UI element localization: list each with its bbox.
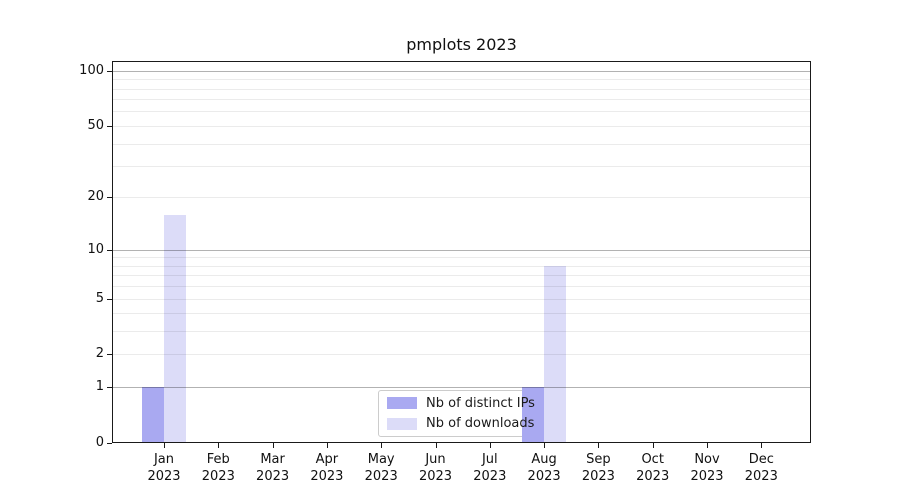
- y-axis-tick-label: 0: [95, 435, 104, 450]
- bars-layer: [112, 61, 811, 443]
- legend-swatch-icon: [387, 417, 417, 430]
- y-axis-tick-label: 1: [95, 379, 104, 395]
- y-axis-tick-label: 5: [95, 290, 104, 306]
- gridline-minor: [112, 331, 811, 333]
- y-axis-tick-label: 20: [87, 189, 104, 205]
- x-axis-tick-label: Feb 2023: [201, 452, 235, 484]
- gridline-minor: [112, 313, 811, 315]
- x-tick-mark: [598, 443, 600, 448]
- gridline-major: [112, 70, 811, 72]
- gridline-major: [112, 387, 811, 389]
- x-tick-mark: [164, 443, 165, 448]
- x-axis-tick-label: Jul 2023: [473, 452, 507, 484]
- gridline-minor: [112, 111, 811, 113]
- x-axis-tick-label: Apr 2023: [310, 452, 344, 484]
- chart-title: pmplots 2023: [406, 35, 517, 54]
- y-tick-mark: [107, 298, 112, 300]
- x-axis-tick-label: Nov 2023: [690, 452, 724, 484]
- gridline-minor: [112, 197, 811, 199]
- y-tick-mark: [107, 387, 112, 389]
- x-axis-tick-label: Aug 2023: [527, 452, 561, 484]
- legend-swatch-icon: [387, 397, 417, 410]
- gridline-minor: [112, 257, 811, 259]
- x-tick-mark: [272, 443, 274, 448]
- gridline-minor: [112, 354, 811, 356]
- legend-label: Nb of downloads: [426, 416, 535, 432]
- gridline-minor: [112, 125, 811, 127]
- x-tick-mark: [707, 443, 708, 448]
- x-tick-mark: [544, 443, 546, 448]
- legend: Nb of distinct IPs Nb of downloads: [378, 390, 545, 437]
- x-axis-tick-label: Jun 2023: [418, 452, 453, 484]
- y-tick-mark: [107, 354, 112, 356]
- gridline-minor: [112, 88, 811, 90]
- x-tick-mark: [381, 443, 383, 448]
- x-axis-tick-label: Sep 2023: [581, 452, 615, 484]
- y-tick-mark: [107, 70, 112, 72]
- x-tick-mark: [489, 443, 491, 448]
- y-axis-tick-label: 50: [87, 117, 104, 133]
- plot-area: Nb of distinct IPs Nb of downloads: [112, 61, 811, 443]
- legend-label: Nb of distinct IPs: [426, 395, 535, 411]
- y-tick-mark: [107, 125, 112, 127]
- x-tick-mark: [435, 443, 437, 448]
- legend-item: Nb of downloads: [387, 416, 545, 431]
- y-tick-mark: [107, 197, 112, 199]
- y-tick-mark: [107, 249, 112, 251]
- bar-distinct-ips: [142, 387, 164, 442]
- x-axis-tick-label: Jan 2023: [147, 452, 181, 484]
- bar-distinct-ips: [522, 387, 545, 442]
- y-axis-tick-label: 100: [79, 62, 104, 78]
- gridline-minor: [112, 99, 811, 101]
- gridline-minor: [112, 166, 811, 167]
- x-tick-mark: [326, 443, 328, 448]
- x-tick-mark: [761, 443, 763, 448]
- gridline-minor: [112, 265, 811, 267]
- gridline-minor: [112, 79, 811, 81]
- y-axis-tick-label: 10: [87, 241, 104, 257]
- legend-item: Nb of distinct IPs: [387, 396, 545, 411]
- gridline-minor: [112, 286, 811, 288]
- gridline-minor: [112, 143, 811, 145]
- bar-downloads: [544, 265, 567, 442]
- y-tick-mark: [107, 443, 112, 444]
- bar-downloads: [164, 214, 186, 442]
- x-axis-tick-label: May 2023: [364, 452, 398, 484]
- x-tick-mark: [218, 443, 220, 448]
- x-axis-tick-label: Dec 2023: [744, 452, 778, 484]
- grid-layer: [112, 61, 811, 443]
- y-axis-tick-label: 2: [95, 346, 104, 362]
- x-axis-tick-label: Mar 2023: [256, 452, 290, 484]
- gridline-minor: [112, 275, 811, 277]
- legend-text-layer: Nb of distinct IPs Nb of downloads: [112, 61, 811, 443]
- gridline-minor: [112, 298, 811, 300]
- gridline-major: [112, 249, 811, 251]
- x-axis-tick-label: Oct 2023: [636, 452, 670, 484]
- x-tick-mark: [652, 443, 654, 448]
